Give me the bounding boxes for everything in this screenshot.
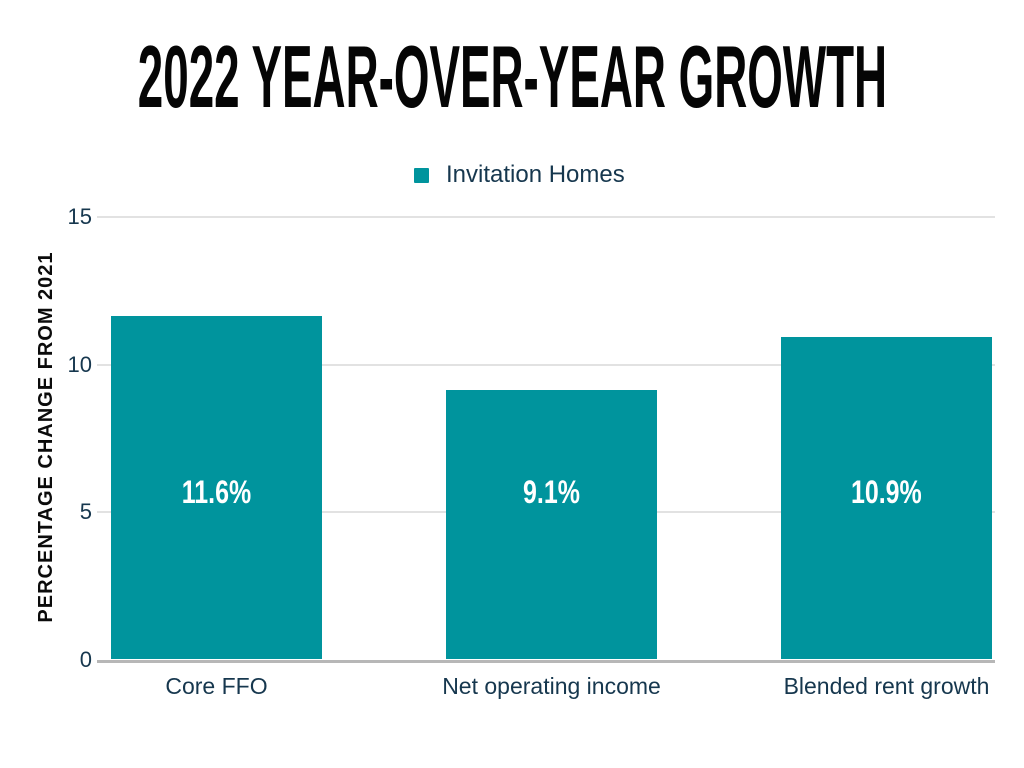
bar-value-label: 10.9%	[781, 474, 992, 510]
title-row: 2022 YEAR-OVER-YEAR GROWTH	[0, 26, 1024, 128]
x-axis-label-net-operating-income: Net operating income	[442, 673, 661, 699]
y-tick-label-0: 0	[79, 647, 92, 672]
bar-blended-rent-growth	[781, 337, 992, 659]
x-axis-label-core-ffo: Core FFO	[165, 673, 268, 699]
gridline-0	[97, 660, 995, 663]
chart-title: 2022 YEAR-OVER-YEAR GROWTH	[137, 27, 887, 126]
bar-value-text: 11.6%	[181, 474, 252, 510]
bar-value-label: 9.1%	[446, 474, 657, 510]
y-axis-title: PERCENTAGE CHANGE FROM 2021	[34, 251, 57, 623]
bar-core-ffo	[111, 316, 322, 659]
bar-value-text: 9.1%	[523, 474, 580, 510]
bar-value-text: 10.9%	[851, 474, 922, 510]
legend: Invitation Homes	[414, 161, 625, 189]
legend-label: Invitation Homes	[446, 161, 625, 188]
x-axis-label-blended-rent-growth: Blended rent growth	[783, 673, 990, 699]
y-tick-label-15: 15	[67, 204, 92, 229]
y-tick-label-5: 5	[79, 499, 92, 525]
y-tick-label-10: 10	[67, 351, 92, 377]
bar-net-operating-income	[446, 390, 657, 659]
gridline-15	[97, 216, 995, 218]
gridline-10	[97, 363, 995, 366]
bar-value-label: 11.6%	[111, 474, 322, 510]
legend-swatch-icon	[414, 167, 429, 183]
